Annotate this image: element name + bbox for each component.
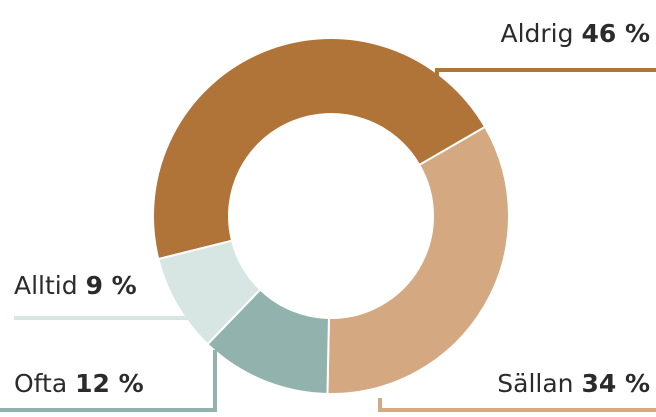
leader-line (0, 350, 217, 412)
leader-line (435, 68, 656, 112)
value-label: 12 % (75, 369, 144, 398)
slice-label: Alltid 9 % (14, 271, 137, 300)
donut-slice (157, 239, 262, 346)
donut-slice (326, 125, 510, 395)
category-label: Ofta (14, 369, 67, 398)
category-label: Alltid (14, 271, 78, 300)
value-label: 9 % (86, 271, 137, 300)
leader-line (378, 398, 656, 412)
slice-label: Ofta 12 % (14, 369, 144, 398)
category-label: Sällan (497, 369, 573, 398)
donut-slice (152, 37, 487, 261)
category-label: Aldrig (500, 19, 573, 48)
slice-label: Aldrig 46 % (500, 19, 650, 48)
value-label: 34 % (581, 369, 650, 398)
value-label: 46 % (581, 19, 650, 48)
slice-label: Sällan 34 % (497, 369, 650, 398)
